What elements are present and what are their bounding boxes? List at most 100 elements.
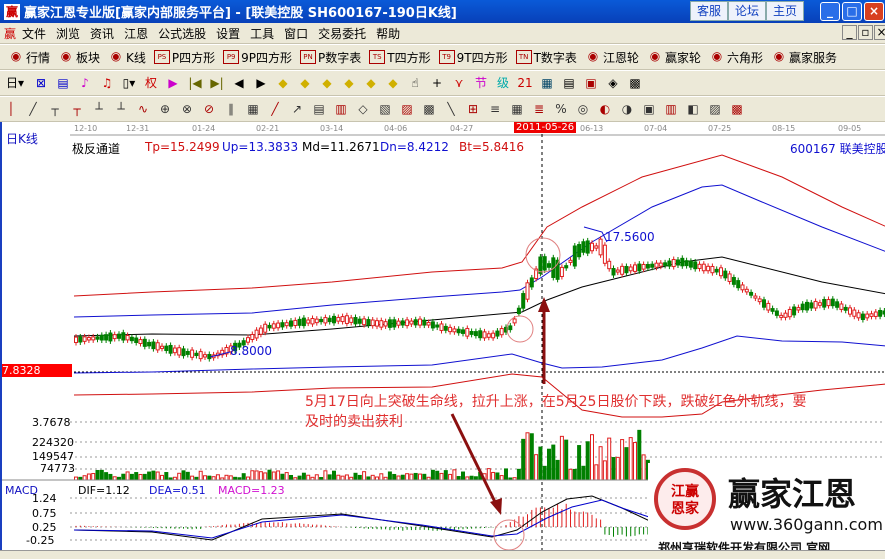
menu-tools[interactable]: 工具 <box>250 26 275 41</box>
child-close-button[interactable]: × <box>874 25 885 40</box>
drawing-tool-icon[interactable]: % <box>555 102 567 116</box>
toolbar-9-button[interactable]: ◉ 江恩轮 <box>585 49 639 66</box>
zoom-out-icon[interactable]: ◆ <box>344 76 354 90</box>
drawing-tool-icon[interactable]: ▥ <box>335 102 347 116</box>
menu-news[interactable]: 资讯 <box>90 26 115 41</box>
drawing-tool-icon[interactable]: ▥ <box>665 102 677 116</box>
drawing-tool-icon[interactable]: ╱ <box>29 102 37 116</box>
drawing-tool-icon[interactable]: ▨ <box>709 102 721 116</box>
toolbar-5-button[interactable]: PN P数字表 <box>300 49 361 66</box>
service-button[interactable]: 客服 <box>690 1 728 21</box>
close-button[interactable]: × <box>864 2 884 21</box>
drawing-tool-icon[interactable]: ⊞ <box>467 102 479 116</box>
drawing-tool-icon[interactable]: ▤ <box>313 102 325 116</box>
drawing-tool-icon[interactable]: ⊗ <box>181 102 193 116</box>
menu-gann[interactable]: 江恩 <box>124 26 149 41</box>
drawing-tool-icon[interactable]: ≣ <box>533 102 545 116</box>
calc-icon[interactable]: 级 <box>496 76 509 90</box>
drawing-tool-icon[interactable]: ▩ <box>731 102 743 116</box>
candle-style-icon[interactable]: ▯▾ <box>122 76 136 90</box>
drawing-tool-icon[interactable]: ∿ <box>137 102 149 116</box>
volume-bar <box>181 470 186 481</box>
calendar-icon[interactable]: 21 <box>517 76 533 90</box>
notes-icon[interactable]: ▤ <box>563 76 575 90</box>
drawing-tool-icon[interactable]: ▧ <box>379 102 391 116</box>
toolbar-10-button[interactable]: ◉ 赢家轮 <box>647 49 701 66</box>
toolbar-4-button[interactable]: P9 9P四方形 <box>223 49 292 66</box>
toolbar-12-button[interactable]: ◉ 赢家服务 <box>771 49 837 66</box>
zoom-left-icon[interactable]: ◆ <box>278 76 288 90</box>
drawing-tool-icon[interactable]: ┬ <box>73 102 81 116</box>
section-icon[interactable]: 节 <box>474 76 487 90</box>
drawing-tool-icon[interactable]: ◇ <box>358 102 368 116</box>
save-icon[interactable]: ▣ <box>585 76 597 90</box>
candle-body <box>168 344 173 354</box>
menu-file[interactable]: 文件 <box>22 26 47 41</box>
drawing-tool-icon[interactable]: │ <box>7 102 15 116</box>
zoom-in-icon[interactable]: ◆ <box>322 76 332 90</box>
drawing-tool-icon[interactable]: ▦ <box>247 102 259 116</box>
toolbar-6-button[interactable]: TS T四方形 <box>369 49 431 66</box>
menu-window[interactable]: 窗口 <box>284 26 309 41</box>
drawing-tool-icon[interactable]: ◎ <box>577 102 589 116</box>
period-select[interactable]: 日▾ <box>5 76 25 90</box>
drawing-tool-icon[interactable]: ↗ <box>291 102 303 116</box>
last-icon[interactable]: ▶| <box>210 76 224 90</box>
menu-formula[interactable]: 公式选股 <box>158 26 207 41</box>
zoom-right-icon[interactable]: ◆ <box>300 76 310 90</box>
minimize-button[interactable]: _ <box>820 2 840 21</box>
chart-panel[interactable]: 日K线 12-10 12-31 01-24 02-21 03-14 04-06 04-27 2… <box>0 122 885 552</box>
child-minimize-button[interactable]: _ <box>842 25 857 40</box>
calculator-icon[interactable]: ▦ <box>541 76 553 90</box>
next-icon[interactable]: ▶ <box>256 76 266 90</box>
menu-trade[interactable]: 交易委托 <box>318 26 367 41</box>
maximize-button[interactable]: □ <box>842 2 862 21</box>
toolbar-8-button[interactable]: TN T数字表 <box>515 49 577 66</box>
drawing-tool-icon[interactable]: ┴ <box>117 102 125 116</box>
drawing-tool-icon[interactable]: ╱ <box>271 102 279 116</box>
drawing-tool-icon[interactable]: ▣ <box>643 102 655 116</box>
drawing-tool-icon[interactable]: ≡ <box>489 102 501 116</box>
drawing-tool-icon[interactable]: ◑ <box>621 102 633 116</box>
menu-browse[interactable]: 浏览 <box>56 26 81 41</box>
drawing-tool-icon[interactable]: ⊕ <box>159 102 171 116</box>
first-icon[interactable]: |◀ <box>188 76 202 90</box>
user-icon[interactable]: ▩ <box>629 76 641 90</box>
drawing-tool-icon[interactable]: ◐ <box>599 102 611 116</box>
overlay-icon[interactable]: ♫ <box>101 76 113 90</box>
forum-button[interactable]: 论坛 <box>728 1 766 21</box>
toolbar-1-button[interactable]: ◉ 板块 <box>58 49 100 66</box>
volume-bar <box>177 472 182 481</box>
drawing-tool-icon[interactable]: ◧ <box>687 102 699 116</box>
prev-icon[interactable]: ◀ <box>234 76 244 90</box>
rights-icon[interactable]: 权 <box>144 76 157 90</box>
self-select-icon[interactable]: ▤ <box>57 76 69 90</box>
flag-icon[interactable]: ▶ <box>168 76 178 90</box>
indicator-icon[interactable]: ♪ <box>81 76 89 90</box>
chart-type-icon[interactable]: ⊠ <box>35 76 47 90</box>
menu-settings[interactable]: 设置 <box>216 26 241 41</box>
toolbar-2-button[interactable]: ◉ K线 <box>108 49 146 66</box>
hand-icon[interactable]: ☝ <box>411 76 419 90</box>
line-tool-icon[interactable]: ⋎ <box>454 76 464 90</box>
menu-help[interactable]: 帮助 <box>376 26 401 41</box>
child-restore-button[interactable]: ▫ <box>858 25 873 40</box>
network-icon[interactable]: ◈ <box>608 76 618 90</box>
chart-canvas <box>2 122 885 552</box>
drawing-tool-icon[interactable]: ┬ <box>51 102 59 116</box>
drawing-tool-icon[interactable]: ▩ <box>423 102 435 116</box>
drawing-tool-icon[interactable]: ∥ <box>228 102 234 116</box>
toolbar-11-button[interactable]: ◉ 六角形 <box>709 49 763 66</box>
expand-icon[interactable]: ◆ <box>366 76 376 90</box>
crosshair-icon[interactable]: + <box>431 76 443 90</box>
drawing-tool-icon[interactable]: ⊘ <box>203 102 215 116</box>
toolbar-3-button[interactable]: PS P四方形 <box>153 49 215 66</box>
drawing-tool-icon[interactable]: ▨ <box>401 102 413 116</box>
shrink-icon[interactable]: ◆ <box>388 76 398 90</box>
drawing-tool-icon[interactable]: ┴ <box>95 102 103 116</box>
toolbar-7-button[interactable]: T9 9T四方形 <box>438 49 508 66</box>
drawing-tool-icon[interactable]: ╲ <box>447 102 455 116</box>
home-button[interactable]: 主页 <box>766 1 804 21</box>
drawing-tool-icon[interactable]: ▦ <box>511 102 523 116</box>
toolbar-0-button[interactable]: ◉ 行情 <box>8 49 50 66</box>
